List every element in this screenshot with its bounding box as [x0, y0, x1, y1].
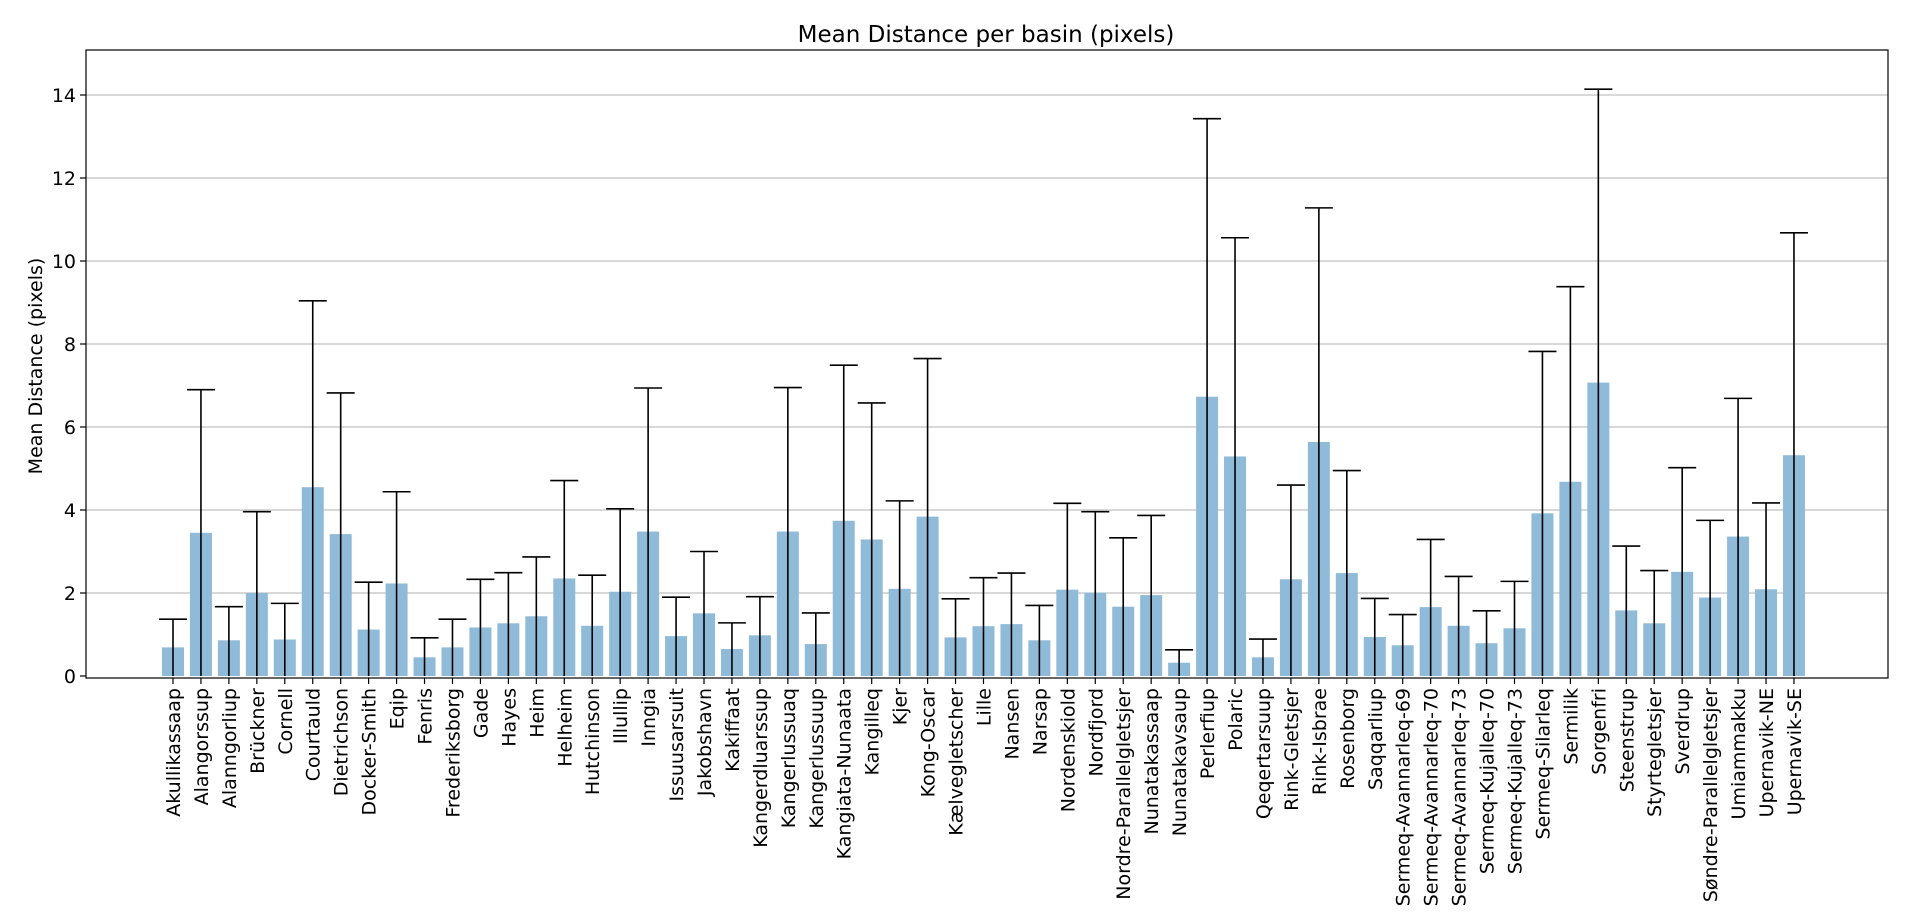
x-tick-label: Sermeq-Kujalleq-73 — [1504, 688, 1526, 874]
x-tick-label: Styrtegletsjer — [1644, 688, 1666, 817]
x-tick-label: Akullikassaap — [163, 688, 185, 817]
x-tick-label: Sverdrup — [1672, 688, 1694, 774]
x-tick-label: Heim — [526, 688, 548, 738]
x-tick-label: Helheim — [554, 688, 576, 767]
x-tick-label: Nunatakassaap — [1141, 688, 1163, 835]
x-tick-label: Sermeq-Kujalleq-70 — [1477, 688, 1499, 874]
x-tick-label: Frederiksborg — [442, 688, 464, 818]
x-tick-label: Nordfjord — [1085, 688, 1107, 777]
x-tick-label: Steenstrup — [1616, 688, 1638, 792]
x-tick-label: Rosenborg — [1337, 688, 1359, 789]
x-tick-label: Fenris — [415, 688, 437, 745]
x-tick-label: Kangerlussuup — [806, 688, 828, 829]
x-tick-label: Illullip — [610, 688, 632, 744]
x-tick-label: Alangorssup — [191, 688, 213, 805]
x-tick-label: Upernavik-NE — [1756, 688, 1778, 817]
x-tick-label: Cornell — [275, 688, 297, 755]
x-tick-label: Inngia — [638, 688, 660, 747]
y-tick-label: 10 — [52, 251, 76, 273]
x-tick-label: Kælvegletscher — [946, 688, 968, 836]
x-tick-label: Narsap — [1029, 688, 1051, 755]
x-tick-label: Nunatakavsaup — [1169, 688, 1191, 836]
x-tick-label: Nansen — [1001, 688, 1023, 760]
y-tick-label: 2 — [64, 583, 76, 605]
x-tick-label: Alanngorliup — [219, 688, 241, 808]
x-tick-label: Nordre-Parallelgletsjer — [1113, 688, 1135, 900]
x-tick-label: Hutchinson — [582, 688, 604, 795]
x-tick-label: Sermeq-Silarleq — [1532, 688, 1554, 839]
x-tick-label: Sorgenfri — [1588, 688, 1610, 775]
y-tick-label: 8 — [64, 334, 76, 356]
x-tick-label: Docker-Smith — [359, 688, 381, 816]
x-tick-label: Perlerfiup — [1197, 688, 1219, 779]
y-tick-label: 14 — [52, 85, 76, 107]
x-tick-label: Brückner — [247, 688, 269, 774]
x-tick-label: Dietrichson — [331, 688, 353, 796]
error-bars — [159, 88, 1808, 676]
x-tick-label: Courtauld — [303, 688, 325, 781]
x-tick-label: Polaric — [1225, 688, 1247, 751]
x-tick-label: Rink-Gletsjer — [1281, 688, 1303, 811]
x-tick-label: Lille — [973, 688, 995, 726]
x-tick-label: Jakobshavn — [694, 688, 716, 797]
x-tick-label: Kangiata-Nunaata — [834, 688, 856, 859]
x-tick-label: Qeqertarsuup — [1253, 688, 1275, 819]
x-axis-ticks: Akullikassaap Alangorssup Alanngorliup Brüc… — [163, 678, 1806, 906]
x-tick-label: Sermilik — [1560, 688, 1582, 765]
x-tick-label: Upernavik-SE — [1784, 688, 1806, 815]
x-tick-label: Umiammakku — [1728, 688, 1750, 819]
x-tick-label: Hayes — [498, 688, 520, 747]
x-tick-label: Gade — [470, 688, 492, 738]
x-tick-label: Søndre-Parallelgletsjer — [1700, 688, 1722, 902]
x-tick-label: Kangerdluarssup — [750, 688, 772, 848]
y-axis-label: Mean Distance (pixels) — [25, 258, 47, 475]
y-axis-ticks: 0 2 4 6 8 10 12 14 — [52, 85, 86, 688]
y-tick-label: 12 — [52, 168, 76, 190]
x-tick-label: Nordenskiold — [1057, 688, 1079, 812]
chart-title: Mean Distance per basin (pixels) — [798, 22, 1175, 48]
x-tick-label: Issuusarsuit — [666, 688, 688, 802]
y-tick-label: 6 — [64, 417, 76, 439]
x-tick-label: Kjer — [890, 688, 912, 725]
x-tick-label: Kangerlussuaq — [778, 688, 800, 828]
x-tick-label: Saqqarliup — [1365, 688, 1387, 790]
x-tick-label: Sermeq-Avannarleq-73 — [1449, 688, 1471, 906]
y-tick-label: 0 — [64, 666, 76, 688]
x-tick-label: Kong-Oscar — [918, 688, 940, 798]
y-tick-label: 4 — [64, 500, 76, 522]
x-tick-label: Sermeq-Avannarleq-70 — [1421, 688, 1443, 906]
x-tick-label: Kakiffaat — [722, 688, 744, 772]
x-tick-label: Kangilleq — [862, 688, 884, 775]
x-tick-label: Rink-Isbrae — [1309, 688, 1331, 795]
plot-frame — [85, 49, 1889, 679]
x-tick-label: Eqip — [387, 688, 409, 729]
grid-lines — [86, 94, 1888, 594]
x-tick-label: Sermeq-Avannarleq-69 — [1393, 688, 1415, 906]
